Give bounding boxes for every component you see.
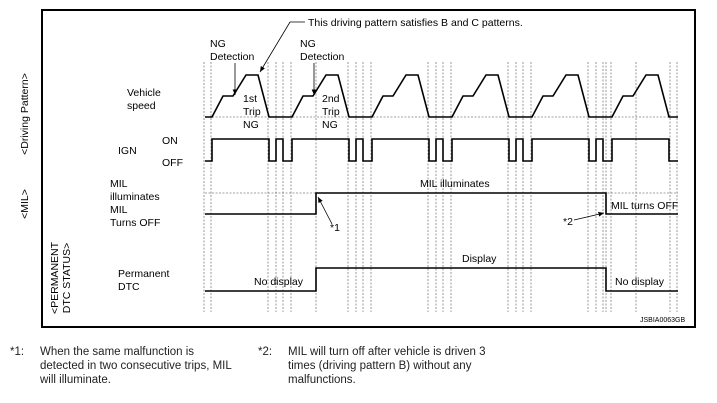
star2-label: *2 — [563, 216, 573, 228]
section-dtc-2: DTC STATUS> — [61, 243, 73, 314]
no-display-2: No display — [615, 276, 665, 288]
callout-arrow — [259, 21, 305, 73]
label-ign: IGN — [118, 145, 137, 157]
trip2c: NG — [322, 119, 338, 131]
label-vehicle-speed-2: speed — [127, 100, 156, 112]
no-display-1: No display — [254, 276, 304, 288]
vehicle-speed-trace — [205, 74, 678, 118]
label-mil-turns-off-2: Turns OFF — [110, 217, 160, 229]
label-vehicle-speed: Vehicle — [127, 87, 161, 99]
trip1b: Trip — [243, 106, 261, 118]
footnote-1-text: When the same malfunction is detected in… — [40, 346, 232, 386]
ng-detection-1b: Detection — [210, 51, 255, 63]
label-permanent-dtc-2: DTC — [118, 281, 140, 293]
footnote-2-text: MIL will turn off after vehicle is drive… — [288, 346, 486, 386]
label-off: OFF — [162, 157, 183, 169]
trip1c: NG — [243, 119, 259, 131]
label-mil-illuminates-2: illuminates — [110, 191, 160, 203]
ng-detection-2b: Detection — [300, 51, 345, 63]
trip1: 1st — [243, 93, 257, 105]
section-dtc-1: <PERMANENT — [49, 241, 61, 314]
frame — [41, 9, 696, 328]
label-mil-turns-off: MIL — [110, 204, 128, 216]
trip2b: Trip — [322, 106, 340, 118]
figure-id: JSBIA0063GB — [640, 317, 685, 324]
star2-arrow — [573, 211, 605, 221]
footnote-2-num: *2: — [258, 346, 273, 358]
ng-detection-2: NG — [300, 38, 316, 50]
ign-trace — [205, 138, 678, 162]
mil-trace — [205, 192, 678, 215]
ng-detection-1: NG — [210, 38, 226, 50]
label-on: ON — [162, 135, 178, 147]
label-permanent-dtc: Permanent — [118, 268, 169, 280]
trip2: 2nd — [322, 93, 340, 105]
mil-turns-off-annotation: MIL turns OFF — [611, 200, 678, 212]
footnote-1-num: *1: — [10, 346, 25, 358]
star1-arrow — [317, 196, 333, 225]
section-driving-pattern: <Driving Pattern> — [19, 73, 31, 155]
permanent-dtc-trace — [205, 267, 678, 292]
callout-text: This driving pattern satisfies B and C p… — [308, 17, 523, 29]
display-annotation: Display — [462, 253, 497, 265]
section-mil: <MIL> — [19, 189, 31, 219]
star1-label: *1 — [330, 222, 340, 234]
mil-illuminates-annotation: MIL illuminates — [420, 178, 490, 190]
label-mil-illuminates: MIL — [110, 178, 128, 190]
